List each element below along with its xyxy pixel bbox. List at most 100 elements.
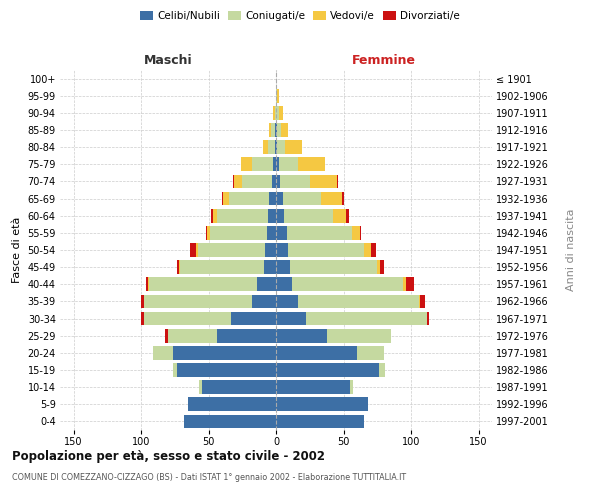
Bar bbox=[144, 294, 252, 308]
Bar bbox=[280, 174, 310, 188]
Bar bbox=[276, 89, 277, 102]
Bar bbox=[276, 158, 278, 171]
Bar bbox=[264, 260, 276, 274]
Bar bbox=[278, 106, 283, 120]
Bar bbox=[234, 174, 242, 188]
Bar bbox=[276, 294, 298, 308]
Bar bbox=[277, 89, 279, 102]
Bar bbox=[211, 209, 212, 222]
Bar bbox=[277, 140, 286, 154]
Bar bbox=[310, 174, 337, 188]
Bar bbox=[283, 192, 320, 205]
Bar bbox=[252, 158, 274, 171]
Bar bbox=[360, 226, 361, 239]
Text: COMUNE DI COMEZZANO-CIZZAGO (BS) - Dati ISTAT 1° gennaio 2002 - Elaborazione TUT: COMUNE DI COMEZZANO-CIZZAGO (BS) - Dati … bbox=[12, 472, 406, 482]
Bar bbox=[276, 278, 292, 291]
Bar bbox=[266, 226, 276, 239]
Bar bbox=[190, 243, 196, 257]
Bar bbox=[298, 158, 325, 171]
Bar bbox=[241, 158, 252, 171]
Bar bbox=[199, 380, 202, 394]
Bar bbox=[178, 260, 179, 274]
Bar bbox=[276, 329, 328, 342]
Bar bbox=[379, 363, 385, 377]
Bar bbox=[350, 380, 353, 394]
Bar bbox=[166, 329, 168, 342]
Bar bbox=[332, 209, 346, 222]
Text: Popolazione per età, sesso e stato civile - 2002: Popolazione per età, sesso e stato civil… bbox=[12, 450, 325, 463]
Legend: Celibi/Nubili, Coniugati/e, Vedovi/e, Divorziati/e: Celibi/Nubili, Coniugati/e, Vedovi/e, Di… bbox=[137, 8, 463, 24]
Bar bbox=[371, 243, 376, 257]
Bar bbox=[276, 363, 379, 377]
Bar bbox=[275, 140, 276, 154]
Bar bbox=[271, 123, 275, 137]
Bar bbox=[278, 158, 298, 171]
Bar bbox=[232, 312, 276, 326]
Bar bbox=[286, 140, 302, 154]
Bar bbox=[364, 243, 371, 257]
Bar bbox=[277, 123, 281, 137]
Bar bbox=[173, 346, 276, 360]
Bar bbox=[275, 106, 276, 120]
Bar bbox=[263, 140, 268, 154]
Bar bbox=[276, 380, 350, 394]
Bar bbox=[320, 192, 342, 205]
Bar bbox=[292, 278, 403, 291]
Bar bbox=[217, 329, 276, 342]
Bar bbox=[352, 226, 360, 239]
Bar bbox=[276, 260, 290, 274]
Y-axis label: Anni di nascita: Anni di nascita bbox=[566, 209, 576, 291]
Bar bbox=[276, 312, 306, 326]
Bar bbox=[206, 226, 207, 239]
Bar bbox=[223, 192, 229, 205]
Bar bbox=[276, 243, 288, 257]
Bar bbox=[268, 209, 276, 222]
Bar bbox=[272, 174, 276, 188]
Bar bbox=[217, 209, 268, 222]
Bar bbox=[306, 312, 427, 326]
Bar bbox=[419, 294, 421, 308]
Bar bbox=[257, 278, 276, 291]
Bar bbox=[337, 174, 338, 188]
Bar bbox=[178, 363, 276, 377]
Bar bbox=[202, 380, 276, 394]
Bar bbox=[222, 192, 223, 205]
Bar bbox=[179, 260, 180, 274]
Bar bbox=[276, 209, 284, 222]
Bar bbox=[276, 226, 287, 239]
Bar bbox=[276, 140, 277, 154]
Bar bbox=[184, 414, 276, 428]
Bar bbox=[342, 192, 343, 205]
Bar bbox=[212, 209, 217, 222]
Bar bbox=[380, 260, 384, 274]
Bar bbox=[276, 174, 280, 188]
Bar bbox=[196, 243, 198, 257]
Bar bbox=[207, 226, 210, 239]
Bar bbox=[268, 140, 275, 154]
Bar bbox=[290, 260, 377, 274]
Bar bbox=[141, 312, 144, 326]
Bar bbox=[210, 226, 266, 239]
Bar bbox=[276, 414, 364, 428]
Bar bbox=[427, 312, 428, 326]
Bar bbox=[276, 346, 357, 360]
Bar bbox=[276, 123, 277, 137]
Bar bbox=[346, 209, 349, 222]
Bar bbox=[357, 346, 384, 360]
Bar bbox=[153, 346, 173, 360]
Bar bbox=[242, 174, 272, 188]
Bar bbox=[377, 260, 380, 274]
Bar bbox=[284, 209, 333, 222]
Bar bbox=[406, 278, 414, 291]
Bar bbox=[229, 192, 269, 205]
Bar bbox=[288, 243, 364, 257]
Bar bbox=[233, 174, 234, 188]
Bar bbox=[273, 106, 275, 120]
Bar bbox=[287, 226, 352, 239]
Bar bbox=[276, 192, 283, 205]
Bar bbox=[269, 123, 271, 137]
Bar bbox=[269, 192, 276, 205]
Bar bbox=[146, 278, 148, 291]
Bar bbox=[149, 278, 257, 291]
Text: Femmine: Femmine bbox=[352, 54, 416, 66]
